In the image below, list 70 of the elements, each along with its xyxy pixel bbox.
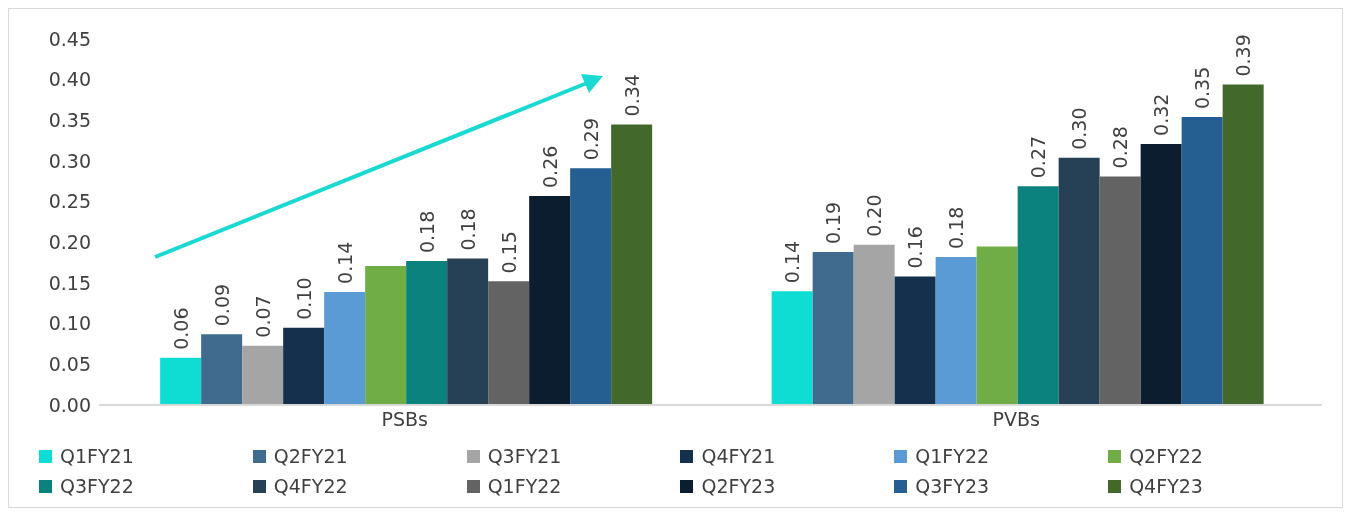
y-tick-label: 0.40 xyxy=(48,68,91,91)
bar xyxy=(1099,176,1141,405)
bar xyxy=(447,258,489,405)
data-label: 0.14 xyxy=(781,240,804,284)
legend-label: Q1FY21 xyxy=(60,445,134,467)
data-label: 0.34 xyxy=(620,74,643,117)
data-label: 0.09 xyxy=(210,283,233,327)
bar xyxy=(160,357,202,405)
bar xyxy=(1017,186,1059,405)
legend-label: Q3FY22 xyxy=(60,475,134,497)
data-label: 0.10 xyxy=(292,277,315,320)
y-tick-label: 0.10 xyxy=(48,312,91,335)
y-tick-label: 0.35 xyxy=(48,109,91,132)
data-label: 0.14 xyxy=(333,241,356,284)
bar xyxy=(406,261,448,405)
bar xyxy=(1181,117,1223,405)
y-tick-label: 0.20 xyxy=(48,231,91,254)
bar xyxy=(1140,143,1182,405)
bar xyxy=(324,291,366,405)
bar xyxy=(242,345,284,405)
bar xyxy=(365,265,407,405)
data-label: 0.19 xyxy=(822,201,845,245)
bar xyxy=(853,244,895,405)
bar xyxy=(201,334,243,405)
y-tick-label: 0.30 xyxy=(48,149,91,172)
bar xyxy=(611,124,653,405)
data-label: 0.26 xyxy=(538,145,561,188)
legend-label: Q1FY22 xyxy=(915,445,990,467)
x-tick-label: PVBs xyxy=(992,408,1040,431)
legend-label: Q3FY21 xyxy=(487,445,562,467)
y-tick-label: 0.25 xyxy=(48,190,91,213)
data-label: 0.27 xyxy=(1027,135,1050,179)
y-tick-label: 0.05 xyxy=(48,353,91,376)
bar xyxy=(976,246,1018,405)
data-label: 0.32 xyxy=(1150,93,1173,136)
bar xyxy=(529,195,571,405)
data-label: 0.29 xyxy=(579,118,602,161)
legend-label: Q2FY23 xyxy=(701,475,776,497)
bar xyxy=(935,256,977,405)
legend-label: Q3FY23 xyxy=(915,475,990,497)
x-tick-label: PSBs xyxy=(381,408,428,431)
bar xyxy=(570,168,612,405)
bar xyxy=(488,281,530,405)
legend-label: Q4FY23 xyxy=(1129,475,1203,497)
data-label: 0.18 xyxy=(456,208,479,251)
data-label: 0.07 xyxy=(251,295,274,338)
data-label: 0.28 xyxy=(1109,126,1132,169)
legend-label: Q1FY22 xyxy=(487,475,562,497)
data-label: 0.16 xyxy=(904,226,927,269)
data-label: 0.39 xyxy=(1232,34,1255,77)
bar xyxy=(894,276,936,405)
bar xyxy=(283,327,325,405)
legend-label: Q2FY22 xyxy=(1129,445,1203,467)
legend-label: Q4FY22 xyxy=(273,475,348,497)
bar xyxy=(771,291,813,405)
y-tick-label: 0.00 xyxy=(48,393,91,416)
data-label: 0.35 xyxy=(1191,66,1214,110)
y-tick-label: 0.15 xyxy=(48,271,91,294)
data-label: 0.20 xyxy=(863,194,886,237)
y-tick-label: 0.45 xyxy=(48,27,91,50)
bar xyxy=(812,252,854,405)
bar xyxy=(1058,157,1100,405)
data-label: 0.18 xyxy=(945,206,968,249)
data-label: 0.18 xyxy=(415,210,438,254)
data-label: 0.30 xyxy=(1068,107,1091,150)
legend-label: Q2FY21 xyxy=(273,445,348,467)
bar xyxy=(1222,84,1264,405)
legend-label: Q4FY21 xyxy=(701,445,776,467)
data-label: 0.15 xyxy=(497,231,520,274)
data-label: 0.06 xyxy=(169,307,192,350)
